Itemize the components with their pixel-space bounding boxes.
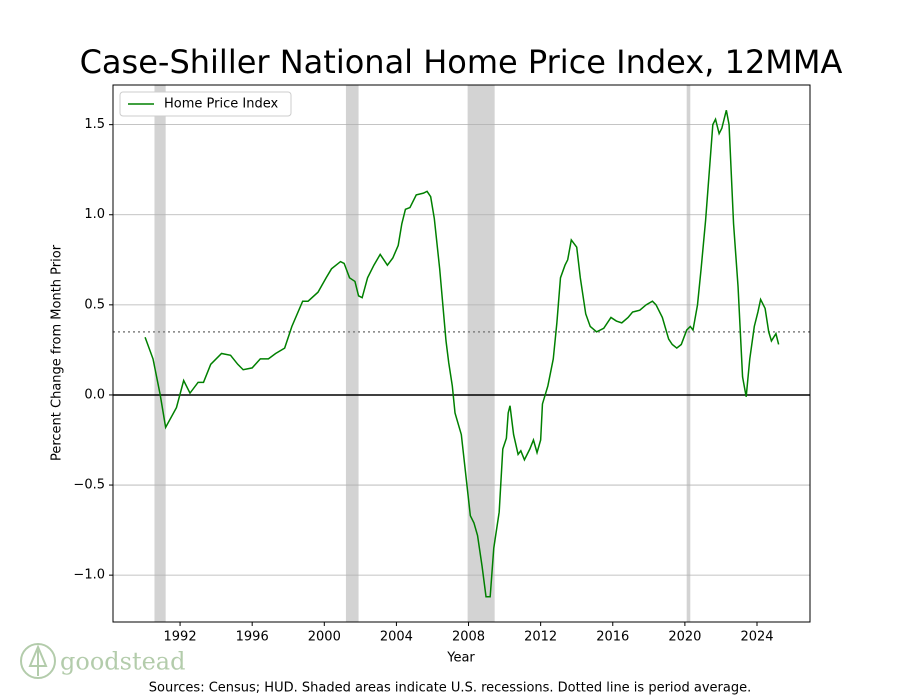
x-tick-label: 2012 xyxy=(524,630,557,645)
source-note: Sources: Census; HUD. Shaded areas indic… xyxy=(149,681,751,696)
logo-ring xyxy=(20,643,56,679)
x-axis-label: Year xyxy=(446,651,475,666)
y-tick-label: 0.0 xyxy=(84,387,105,402)
y-tick-label: 1.5 xyxy=(84,117,105,132)
recession-band xyxy=(345,85,359,622)
recession-band xyxy=(686,85,691,622)
plot-frame xyxy=(112,84,811,623)
x-tick-label: 2020 xyxy=(668,630,701,645)
recession-band xyxy=(154,85,166,622)
data-line xyxy=(144,110,780,598)
chart-title: Case-Shiller National Home Price Index, … xyxy=(80,43,843,81)
x-tick-label: 2008 xyxy=(452,630,485,645)
logo-text: goodstead xyxy=(60,648,185,676)
logo: goodstead xyxy=(20,643,185,679)
x-tick-label: 2016 xyxy=(596,630,629,645)
x-tick-label: 2024 xyxy=(740,630,773,645)
y-tick-label: 0.5 xyxy=(84,297,105,312)
y-tick-label: 1.0 xyxy=(84,207,105,222)
y-tick-label: −0.5 xyxy=(73,478,105,493)
x-tick-label: 1992 xyxy=(164,630,197,645)
plot-area: −1.0 −0.5 0.0 0.5 1.0 1.5 1992 1996 2000 2004 2008… xyxy=(73,84,811,645)
x-tick-label: 1996 xyxy=(236,630,269,645)
legend-box xyxy=(119,91,292,117)
y-axis-label: Percent Change from Month Prior xyxy=(50,244,65,461)
recession-band xyxy=(467,85,495,622)
legend-label: Home Price Index xyxy=(164,97,278,112)
x-tick-label: 2004 xyxy=(380,630,413,645)
y-tick-label: −1.0 xyxy=(73,568,105,583)
x-tick-label: 2000 xyxy=(308,630,341,645)
